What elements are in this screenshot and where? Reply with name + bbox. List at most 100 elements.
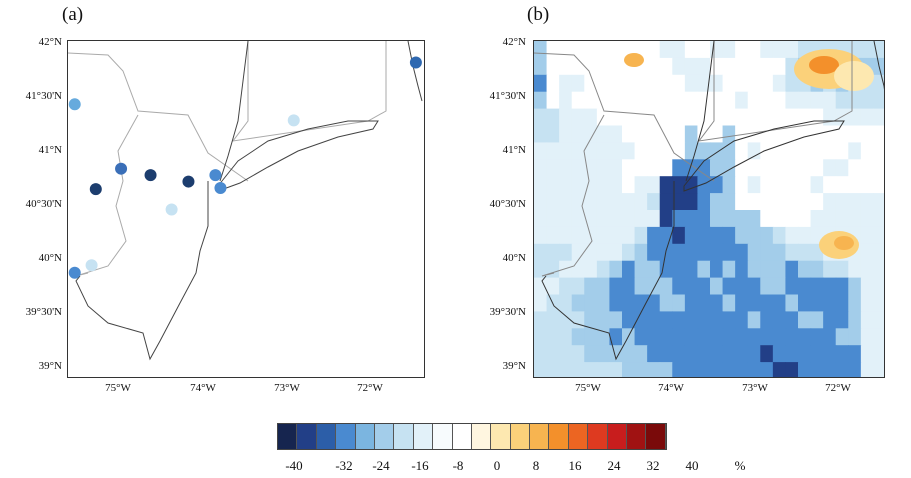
- field-cell: [584, 41, 598, 59]
- field-cell: [772, 210, 787, 228]
- field-cell: [760, 243, 774, 262]
- field-cell: [622, 74, 636, 93]
- field-cell: [622, 159, 636, 177]
- field-cell: [697, 328, 711, 346]
- field-cell: [735, 193, 749, 211]
- colorbar-swatch: [510, 424, 531, 449]
- field-cell: [672, 159, 686, 177]
- field-cell: [710, 345, 724, 363]
- colorbar-swatch: [588, 424, 608, 449]
- field-cell: [697, 362, 711, 377]
- field-cell: [571, 108, 585, 127]
- field-cell: [710, 294, 724, 312]
- field-cell: [772, 243, 787, 262]
- field-cell: [647, 260, 661, 279]
- field-cell: [772, 176, 787, 194]
- field-cell: [622, 125, 636, 143]
- colorbar-swatch: [336, 424, 356, 449]
- field-cell: [735, 328, 749, 346]
- field-cell: [684, 345, 699, 363]
- field-cell: [760, 108, 774, 127]
- field-cell: [823, 159, 837, 177]
- field-cell: [860, 328, 875, 346]
- field-cell: [546, 57, 560, 76]
- field-cell: [609, 328, 623, 346]
- field-cell: [785, 74, 799, 93]
- field-cell: [735, 41, 749, 59]
- station-marker: [214, 182, 227, 195]
- field-cell: [697, 277, 711, 296]
- field-cell: [571, 210, 585, 228]
- field-cell: [798, 260, 812, 279]
- field-cell: [559, 243, 573, 262]
- field-cell: [823, 294, 837, 312]
- field-cell: [722, 226, 736, 245]
- field-cell: [873, 328, 884, 346]
- field-cell: [647, 125, 661, 143]
- field-cell: [860, 260, 875, 279]
- state-border-ct: [231, 41, 387, 142]
- field-cell: [559, 226, 573, 245]
- anomaly-field: [534, 41, 884, 377]
- field-cell: [760, 226, 774, 245]
- colorbar-swatch: [452, 424, 472, 449]
- a-xtick-1: 74°W: [190, 382, 216, 394]
- field-cell: [684, 260, 699, 279]
- field-cell: [735, 277, 749, 296]
- colorbar-swatch: [568, 424, 589, 449]
- field-cell: [860, 362, 875, 377]
- field-cell: [835, 159, 849, 177]
- cbar-label-1: -32: [335, 458, 353, 473]
- field-cell: [810, 159, 824, 177]
- field-cell: [873, 142, 884, 160]
- field-cell: [634, 345, 648, 363]
- field-cell: [609, 311, 623, 329]
- field-cell: [634, 176, 648, 194]
- field-cell: [798, 193, 812, 211]
- field-cell: [609, 294, 623, 312]
- field-cell: [559, 142, 573, 160]
- b-ytick-1: 41°30'N: [489, 90, 526, 102]
- field-cell: [634, 260, 648, 279]
- field-cell: [546, 345, 560, 363]
- field-cell: [647, 159, 661, 177]
- field-cell: [534, 142, 548, 160]
- colorbar-swatch: [646, 424, 666, 449]
- field-cell: [760, 159, 774, 177]
- b-xtick-0: 75°W: [575, 382, 601, 394]
- field-cell: [647, 41, 661, 59]
- field-cell: [835, 328, 849, 346]
- field-cell: [559, 277, 573, 296]
- colorbar-swatch: [394, 424, 414, 449]
- field-cell: [609, 74, 623, 93]
- field-cell: [722, 125, 736, 143]
- field-cell: [735, 142, 749, 160]
- field-cell: [722, 277, 736, 296]
- field-cell: [722, 91, 736, 110]
- field-cell: [835, 277, 849, 296]
- field-cell: [559, 328, 573, 346]
- field-cell: [571, 74, 585, 93]
- field-cell: [634, 91, 648, 110]
- colorbar-swatch: [297, 424, 317, 449]
- field-cell: [848, 91, 862, 110]
- field-cell: [848, 294, 862, 312]
- field-cell: [785, 294, 799, 312]
- field-cell: [559, 311, 573, 329]
- field-cell: [710, 277, 724, 296]
- field-cell: [873, 125, 884, 143]
- field-cell: [772, 159, 787, 177]
- field-cell: [546, 41, 560, 59]
- field-cell: [722, 159, 736, 177]
- field-cell: [584, 193, 598, 211]
- field-cell: [622, 277, 636, 296]
- field-cell: [634, 362, 648, 377]
- b-ytick-0: 42°N: [502, 36, 526, 48]
- field-cell: [534, 260, 548, 279]
- field-cell: [860, 210, 875, 228]
- field-cell: [747, 226, 761, 245]
- field-cell: [647, 91, 661, 110]
- field-cell: [835, 176, 849, 194]
- field-cell: [559, 362, 573, 377]
- field-cell: [584, 91, 598, 110]
